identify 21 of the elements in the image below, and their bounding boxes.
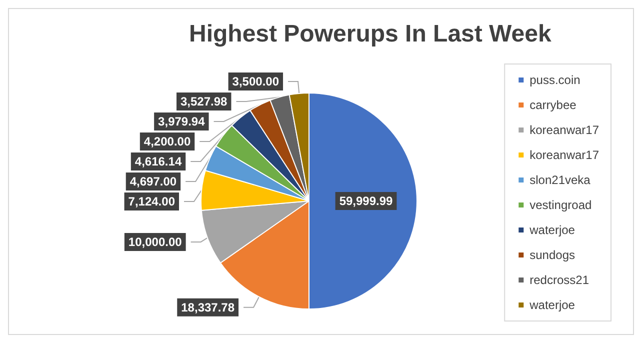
data-label: 3,500.00	[232, 74, 280, 89]
legend-label: koreanwar17	[530, 123, 600, 137]
data-label: 7,124.00	[128, 194, 176, 209]
legend-label: redcross21	[530, 273, 590, 287]
data-label: 4,200.00	[144, 134, 191, 149]
legend-label: sundogs	[530, 248, 575, 262]
legend-label: slon21veka	[530, 173, 591, 187]
data-label: 4,616.14	[134, 154, 182, 169]
legend-label: vestingroad	[530, 198, 592, 212]
data-label: 4,697.00	[130, 174, 177, 189]
data-label: 3,527.98	[180, 94, 228, 109]
data-label: 3,979.94	[158, 114, 206, 129]
legend-label: koreanwar17	[530, 148, 600, 162]
legend-label: puss.coin	[530, 73, 580, 87]
data-label: 10,000.00	[128, 234, 182, 249]
legend-label: carrybee	[530, 98, 577, 112]
legend-label: waterjoe	[528, 223, 576, 237]
data-label: 59,999.99	[339, 194, 394, 208]
legend-label: waterjoe	[528, 298, 576, 312]
chart-title: Highest Powerups In Last Week	[189, 20, 552, 48]
data-label: 18,337.78	[181, 300, 235, 314]
